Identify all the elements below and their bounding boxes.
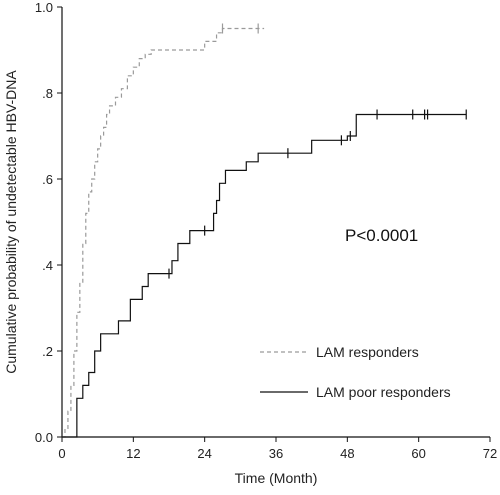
x-tick-label: 12 [126, 446, 140, 461]
axes [61, 7, 490, 438]
series-layer [62, 27, 467, 438]
y-tick-label: 1.0 [35, 0, 53, 15]
y-tick-label: .8 [42, 86, 53, 101]
ticks: 0 12 24 36 48 60 72 0.0 .2 .4 .6 .8 1.0 [35, 0, 497, 461]
x-tick-label: 60 [411, 446, 425, 461]
legend-label-responders: LAM responders [316, 344, 419, 360]
x-tick-label: 48 [340, 446, 354, 461]
y-tick-label: .2 [42, 344, 53, 359]
y-tick-label: 0.0 [35, 430, 53, 445]
x-tick-label: 24 [197, 446, 211, 461]
x-axis-title: Time (Month) [235, 470, 318, 486]
series-line-responders [62, 27, 265, 438]
p-value-annotation: P<0.0001 [345, 226, 418, 245]
y-axis-title: Cumulative probability of undetectable H… [3, 70, 19, 374]
x-tick-label: 36 [269, 446, 283, 461]
censor-layer [168, 23, 467, 279]
y-tick-label: .6 [42, 172, 53, 187]
x-tick-label: 72 [483, 446, 497, 461]
x-tick-label: 0 [58, 446, 65, 461]
series-line-poor-responders [62, 113, 467, 438]
legend: LAM responders LAM poor responders [260, 344, 451, 400]
legend-label-poor-responders: LAM poor responders [316, 384, 451, 400]
y-tick-label: .4 [42, 258, 53, 273]
